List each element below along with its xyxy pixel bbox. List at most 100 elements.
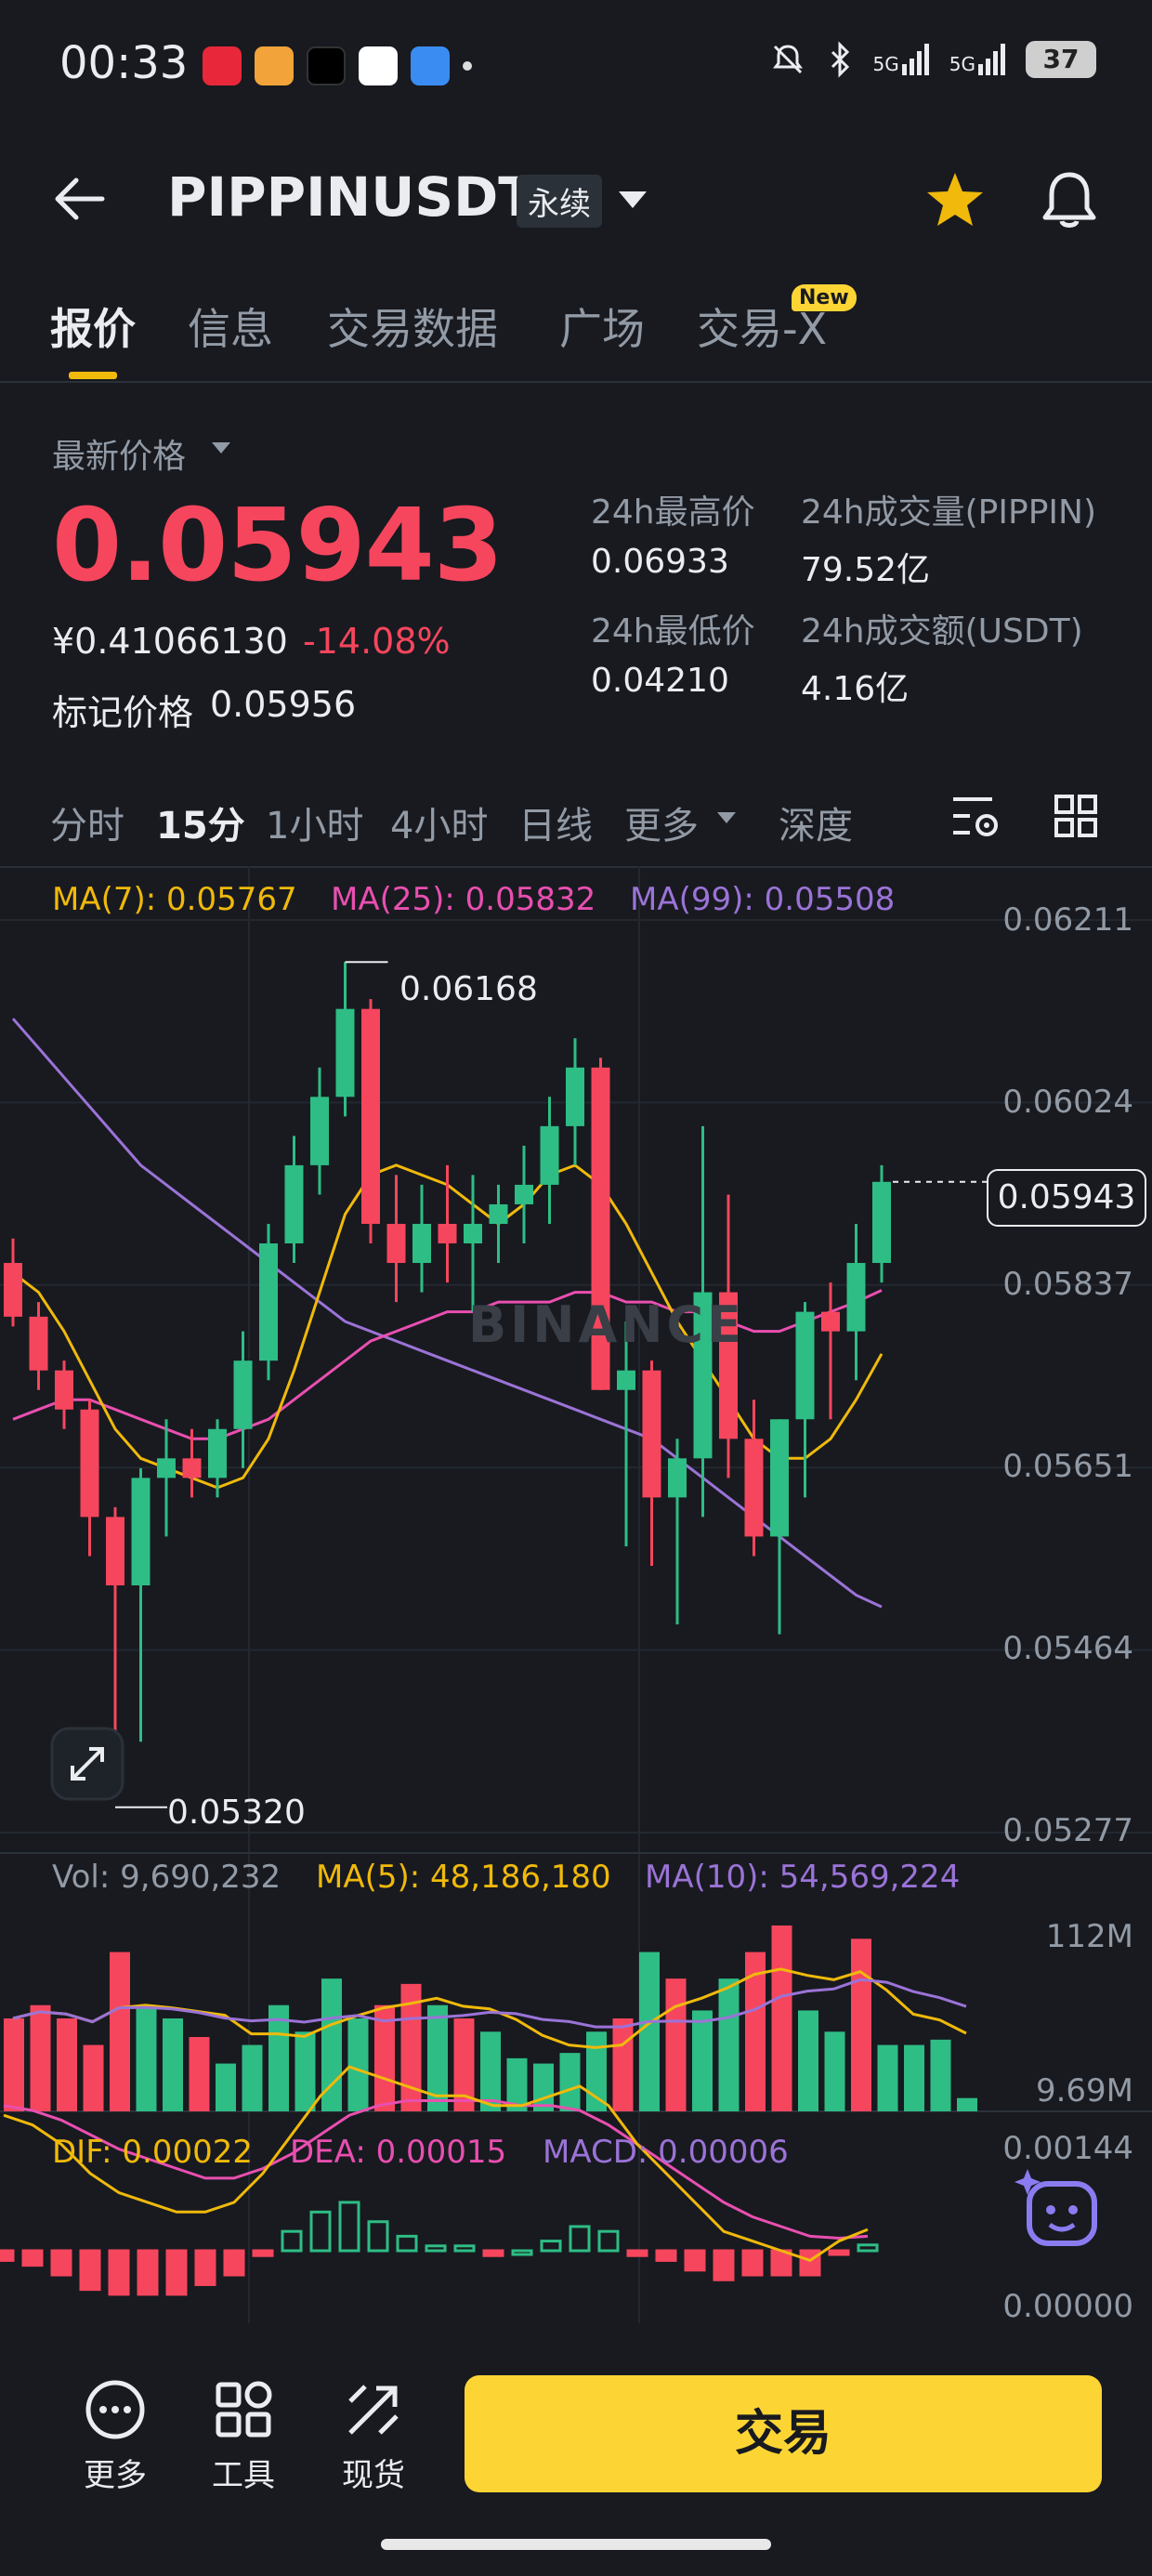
- dea-line: [3, 2099, 869, 2241]
- macd-histogram-bar: [425, 2244, 447, 2253]
- volume-bar: [718, 1978, 740, 2111]
- ma7-legend: MA(7): 0.05767: [52, 881, 297, 918]
- y-axis-label-5: 0.05464: [1002, 1630, 1133, 1667]
- stat-24h-low-label: 24h最低价: [591, 612, 755, 651]
- volume-bar: [904, 2044, 924, 2111]
- spot-button[interactable]: 现货: [318, 2379, 429, 2495]
- candle-body: [540, 1125, 559, 1185]
- tools-label: 工具: [212, 2457, 275, 2494]
- bell-notification-icon[interactable]: [1041, 169, 1098, 230]
- home-indicator[interactable]: [381, 2539, 771, 2550]
- tab-quotes[interactable]: 报价: [50, 304, 136, 354]
- macd-histogram-bar: [223, 2249, 245, 2277]
- tools-grid-icon: [216, 2381, 272, 2438]
- stat-24h-volume: 24h成交量(PIPPIN) 79.52亿: [801, 485, 1096, 591]
- stat-24h-turnover: 24h成交额(USDT) 4.16亿: [801, 604, 1083, 710]
- macd-histogram-bar: [597, 2229, 620, 2253]
- candle-body: [668, 1458, 687, 1498]
- interval-15m[interactable]: 15分: [156, 805, 245, 848]
- volume-ma10-line: [12, 1978, 967, 2029]
- volume-bar: [480, 2031, 501, 2111]
- volume-axis-max: 112M: [1045, 1918, 1133, 1955]
- symbol-title[interactable]: PIPPINUSDT: [167, 165, 535, 229]
- grid-layout-icon[interactable]: [1054, 794, 1098, 838]
- candle-body: [719, 1292, 738, 1439]
- dea-legend: DEA: 0.00015: [290, 2134, 507, 2171]
- y-axis-label-4: 0.05651: [1002, 1448, 1133, 1485]
- macd-histogram-bar: [713, 2249, 735, 2281]
- ai-assistant-icon[interactable]: [1009, 2162, 1111, 2254]
- more-dots-icon: [85, 2380, 145, 2439]
- low-price-marker: 0.05320: [167, 1794, 306, 1832]
- interval-time[interactable]: 分时: [50, 805, 124, 848]
- volume-bar: [163, 2018, 183, 2111]
- ma99-legend: MA(99): 0.05508: [630, 881, 896, 918]
- interval-daily[interactable]: 日线: [518, 805, 593, 848]
- stat-24h-high-label: 24h最高价: [591, 493, 755, 532]
- mark-price-value: 0.05956: [210, 684, 357, 725]
- macd-histogram-bar: [338, 2201, 360, 2253]
- macd-histogram-bar: [108, 2249, 130, 2296]
- candle-body: [489, 1203, 508, 1224]
- high-price-marker: 0.06168: [399, 970, 538, 1008]
- volume-bar: [57, 2018, 77, 2111]
- interval-4h[interactable]: 4小时: [390, 805, 489, 848]
- macd-histogram-bar: [482, 2249, 504, 2257]
- back-arrow-icon[interactable]: [52, 177, 106, 221]
- interval-more-dropdown-icon[interactable]: [715, 810, 738, 825]
- kline-chart[interactable]: [0, 866, 1152, 2323]
- ma25-line: [12, 1289, 883, 1440]
- candle-body: [284, 1164, 304, 1244]
- last-price: 0.05943: [52, 488, 504, 604]
- tools-button[interactable]: 工具: [188, 2379, 299, 2495]
- interval-more[interactable]: 更多: [624, 805, 699, 848]
- macd-histogram-bar: [828, 2249, 850, 2256]
- candle-body: [821, 1311, 840, 1332]
- candle-body: [642, 1370, 661, 1498]
- dif-line: [3, 2065, 869, 2263]
- chart-settings-icon[interactable]: [949, 792, 1001, 840]
- candle-body: [438, 1223, 457, 1244]
- bluetooth-icon: [831, 41, 849, 78]
- volume-bar: [612, 2018, 634, 2111]
- candle-body: [335, 1008, 355, 1097]
- spot-label: 现货: [342, 2457, 405, 2494]
- macd-histogram-bar: [194, 2249, 216, 2286]
- price-cny: ¥0.41066130: [52, 621, 288, 662]
- volume-bar: [189, 2037, 210, 2111]
- macd-histogram-bar: [281, 2229, 303, 2253]
- binance-watermark: BINANCE: [468, 1295, 745, 1354]
- macd-histogram-bar: [0, 2249, 15, 2262]
- candle-body: [693, 1292, 713, 1459]
- price-type-dropdown-icon[interactable]: [210, 440, 232, 455]
- macd-histogram-bar: [137, 2249, 159, 2296]
- xiaohongshu-app-icon: [203, 46, 242, 85]
- last-price-axis-tag: 0.05943: [987, 1169, 1146, 1227]
- mark-price-label: 标记价格: [52, 692, 194, 733]
- tab-square[interactable]: 广场: [559, 304, 645, 354]
- favorite-star-icon[interactable]: [925, 171, 985, 229]
- candle-body: [106, 1517, 124, 1585]
- tab-trading-data[interactable]: 交易数据: [327, 304, 498, 354]
- macd-histogram-bar: [21, 2249, 44, 2267]
- fullscreen-expand-icon[interactable]: [50, 1727, 124, 1801]
- price-type-selector[interactable]: 最新价格: [52, 438, 187, 476]
- tab-info[interactable]: 信息: [188, 304, 273, 354]
- volume-bar: [242, 2044, 263, 2111]
- macd-histogram-bar: [626, 2249, 648, 2257]
- photos-app-icon: [359, 46, 398, 85]
- interval-depth[interactable]: 深度: [779, 805, 853, 848]
- tab-trade-x[interactable]: 交易-X: [697, 304, 828, 354]
- macd-histogram-bar: [252, 2249, 274, 2257]
- candle-body: [310, 1097, 329, 1165]
- trade-button[interactable]: 交易: [465, 2375, 1102, 2492]
- volume-bar: [745, 1952, 766, 2111]
- more-button[interactable]: 更多: [59, 2379, 171, 2495]
- interval-1h[interactable]: 1小时: [266, 805, 364, 848]
- y-axis-label-6: 0.05277: [1002, 1812, 1133, 1849]
- candle-body: [412, 1223, 431, 1264]
- candle-body: [208, 1428, 227, 1479]
- ma25-legend: MA(25): 0.05832: [331, 881, 596, 918]
- macd-legend: MACD: 0.00006: [543, 2134, 789, 2171]
- symbol-dropdown-icon[interactable]: [617, 190, 648, 210]
